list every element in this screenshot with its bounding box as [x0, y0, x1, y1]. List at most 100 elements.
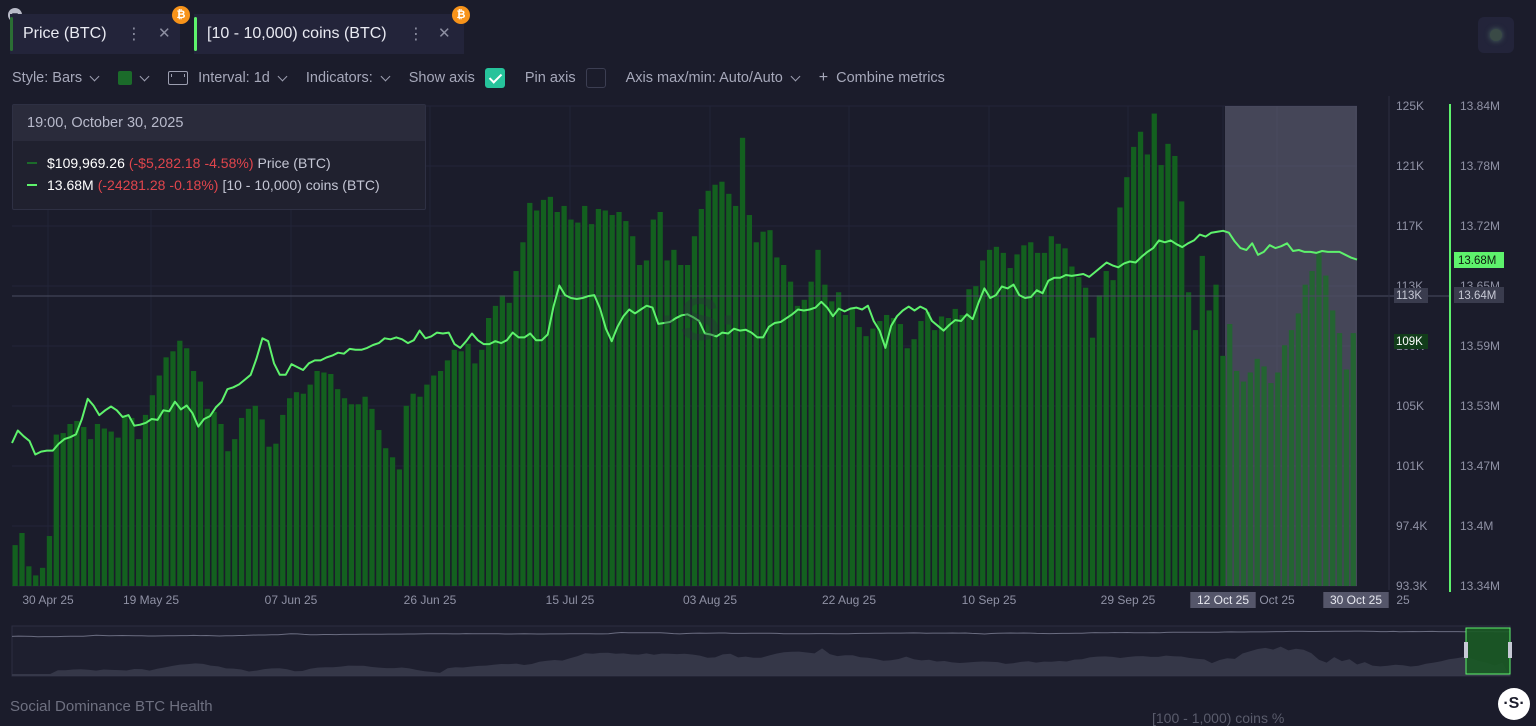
price-bar — [1336, 333, 1343, 586]
coins-line — [11, 229, 1358, 456]
price-bar — [1089, 337, 1096, 586]
price-bar — [266, 446, 272, 586]
show-axis-toggle[interactable]: Show axis — [409, 68, 505, 88]
price-bar — [952, 308, 958, 586]
navigator-area — [12, 646, 1510, 676]
current-badge-left — [1394, 334, 1428, 349]
price-bar — [410, 393, 416, 586]
price-bar — [829, 301, 835, 586]
color-picker[interactable] — [118, 71, 150, 85]
pin-axis-checkbox[interactable] — [585, 68, 606, 88]
price-bar — [252, 405, 258, 586]
vertical-dots-icon[interactable]: ⋮ — [408, 26, 424, 43]
price-bar — [122, 416, 128, 586]
tab-coins-btc[interactable]: [10 - 10,000) coins (BTC) ⋮ ✕ ₿ — [194, 6, 470, 54]
combine-metrics-button[interactable]: + Combine metrics — [819, 69, 945, 87]
price-bar — [33, 575, 39, 586]
price-bar — [1151, 113, 1157, 586]
price-bar — [1261, 366, 1267, 586]
price-bar — [170, 351, 176, 586]
price-bar — [691, 236, 698, 586]
tab-label: [10 - 10,000) coins (BTC) — [207, 25, 387, 42]
price-bar — [774, 257, 780, 586]
watermark-logo: ·S· — [660, 286, 740, 353]
current-value-left: 109K — [1396, 336, 1423, 348]
tab-price-btc[interactable]: Price (BTC) ⋮ ✕ ₿ — [10, 6, 190, 54]
price-bar — [314, 370, 320, 586]
price-bar — [383, 448, 389, 586]
price-bar — [986, 249, 993, 587]
price-bar — [513, 271, 519, 586]
tooltip-value: $109,969.26 — [47, 155, 125, 171]
right-axis-tick: 13.84M — [1460, 99, 1500, 113]
price-bar — [1199, 255, 1205, 586]
close-icon[interactable]: ✕ — [158, 25, 171, 42]
show-axis-checkbox[interactable] — [484, 68, 505, 88]
right-axis-tick: 13.34M — [1460, 579, 1500, 593]
price-bar — [890, 317, 897, 586]
price-bar — [705, 190, 711, 586]
right-axis-tick: 13.4M — [1460, 519, 1493, 533]
price-bar — [1213, 284, 1219, 586]
vertical-dots-icon[interactable]: ⋮ — [126, 26, 142, 43]
interval-dropdown[interactable]: Interval: 1d — [168, 70, 288, 86]
price-bar — [348, 404, 355, 586]
price-bar — [163, 357, 169, 586]
price-bar — [616, 211, 622, 586]
price-bar — [1076, 277, 1082, 586]
indicators-dropdown[interactable]: Indicators: — [306, 70, 391, 86]
price-bar — [959, 314, 965, 586]
tooltip-series-name: [10 - 10,000) coins (BTC) — [222, 177, 380, 193]
price-bar — [636, 264, 643, 586]
price-bar — [842, 314, 849, 586]
price-bar — [87, 439, 94, 586]
price-bar — [877, 321, 883, 586]
price-bar — [561, 205, 567, 587]
price-bar — [1103, 271, 1109, 586]
tooltip-series-name: Price (BTC) — [257, 155, 331, 171]
price-bar — [787, 281, 794, 586]
price-bar — [1021, 245, 1027, 586]
price-bar — [499, 295, 505, 586]
axis-minmax-dropdown[interactable]: Axis max/min: Auto/Auto — [626, 70, 801, 86]
theme-toggle-button[interactable] — [1478, 17, 1514, 53]
right-axis-tick: 13.59M — [1460, 339, 1500, 353]
santiment-logo-button[interactable]: ·S· — [1498, 688, 1530, 720]
close-icon[interactable]: ✕ — [438, 25, 451, 42]
price-bar — [712, 184, 718, 587]
x-tick-highlight — [1190, 592, 1256, 608]
price-bar — [67, 423, 73, 586]
price-bar — [1302, 284, 1308, 586]
tooltip-change: (-24281.28 — [97, 177, 166, 193]
price-bar — [1131, 146, 1137, 586]
pin-axis-toggle[interactable]: Pin axis — [525, 68, 606, 88]
price-bar — [540, 199, 547, 586]
price-bar — [211, 411, 217, 586]
price-bar — [465, 343, 471, 586]
price-bar — [643, 260, 650, 586]
price-bar — [1000, 252, 1006, 587]
x-axis-tick: 07 Jun 25 — [265, 593, 318, 607]
price-bar — [389, 457, 396, 586]
price-bar — [630, 236, 636, 586]
price-bar — [664, 260, 670, 586]
navigator-window — [1465, 627, 1511, 675]
price-bar — [602, 210, 608, 586]
price-bar — [1179, 201, 1185, 586]
price-bar — [12, 545, 18, 586]
right-axis-tick: 13.53M — [1460, 399, 1500, 413]
price-bar — [582, 205, 588, 587]
price-bar — [142, 414, 149, 586]
price-bar — [932, 330, 938, 586]
price-bar — [1192, 330, 1199, 586]
price-bar — [431, 375, 437, 586]
price-bar — [1227, 324, 1233, 586]
price-bar — [197, 381, 204, 586]
style-dropdown[interactable]: Style: Bars — [12, 70, 100, 86]
x-tick-highlight — [1323, 592, 1389, 608]
price-bar — [190, 370, 197, 586]
price-bar — [973, 286, 979, 586]
price-bar — [184, 348, 190, 586]
price-bar — [534, 210, 540, 586]
